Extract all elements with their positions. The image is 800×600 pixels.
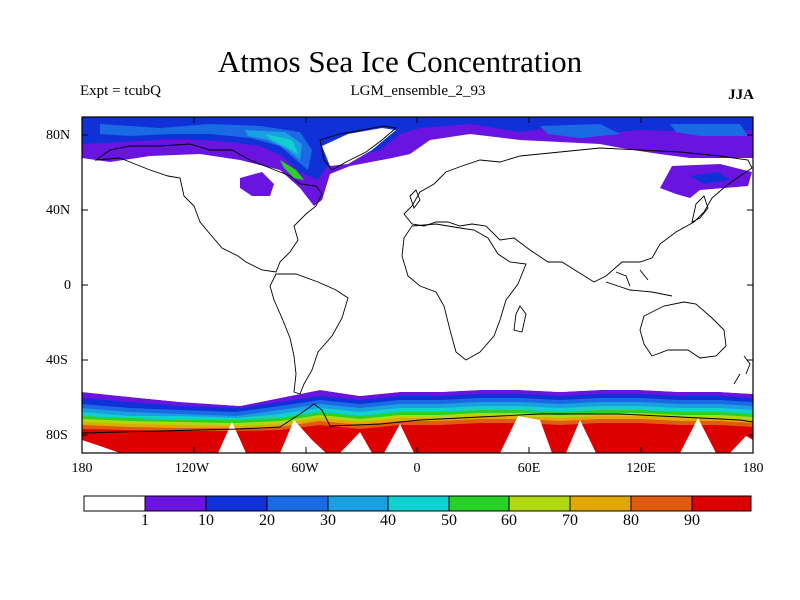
lat-label-80s: 80S — [46, 428, 68, 443]
experiment-label: Expt = tcubQ — [80, 83, 161, 99]
colorbar-label-70: 70 — [562, 512, 578, 529]
lat-label-80n: 80N — [46, 128, 71, 143]
colorbar-label-80: 80 — [623, 512, 639, 529]
colorbar-label-40: 40 — [380, 512, 396, 529]
colorbar-label-1: 1 — [141, 512, 149, 529]
lon-label-120w: 120W — [174, 461, 210, 476]
map-frame — [81, 116, 754, 454]
lon-label-0: 0 — [413, 461, 421, 476]
colorbar-label-30: 30 — [320, 512, 336, 529]
map-title: Atmos Sea Ice Concentration — [217, 44, 583, 79]
colorbar-label-10: 10 — [198, 512, 214, 529]
lat-label-40s: 40S — [46, 353, 68, 368]
colorbar-label-60: 60 — [501, 512, 517, 529]
lon-label-60w: 60W — [291, 461, 319, 476]
colorbar — [83, 495, 752, 512]
arctic-ice-field — [82, 117, 753, 206]
lat-label-40n: 40N — [46, 203, 71, 218]
lat-label-0: 0 — [64, 278, 71, 293]
lon-label-180w: 180 — [71, 461, 93, 476]
colorbar-label-20: 20 — [259, 512, 275, 529]
season-label: JJA — [728, 87, 754, 103]
colorbar-label-90: 90 — [684, 512, 700, 529]
lon-label-120e: 120E — [626, 461, 656, 476]
lon-label-60e: 60E — [517, 461, 541, 476]
coastlines — [81, 125, 754, 434]
run-label: LGM_ensemble_2_93 — [350, 83, 486, 99]
lon-label-180e: 180 — [742, 461, 764, 476]
colorbar-label-50: 50 — [441, 512, 457, 529]
antarctic-ice-field — [82, 385, 753, 453]
